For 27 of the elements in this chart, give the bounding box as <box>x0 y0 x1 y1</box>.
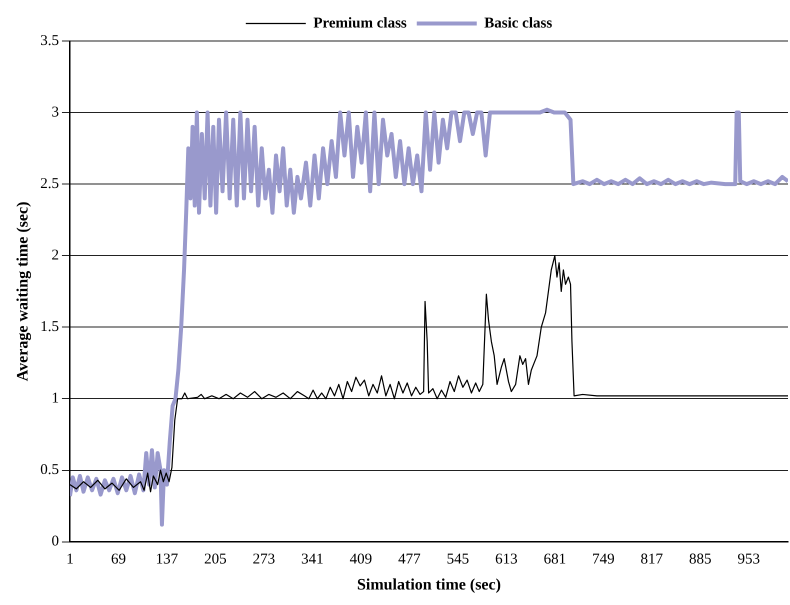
x-tick-label: 953 <box>738 552 760 568</box>
x-tick-label: 477 <box>398 552 422 568</box>
y-tick-label: 1 <box>51 390 59 407</box>
y-axis-title: Average waiting time (sec) <box>14 202 32 382</box>
x-tick-label: 1 <box>66 552 74 568</box>
x-tick-label: 749 <box>592 552 615 568</box>
y-tick-label: 3.5 <box>40 32 59 49</box>
legend-label: Premium class <box>313 15 407 32</box>
y-tick-label: 2 <box>51 248 59 264</box>
y-tick-label: 2.5 <box>40 176 59 192</box>
y-tick-label: 0.5 <box>40 462 59 478</box>
x-tick-label: 69 <box>110 552 126 568</box>
x-tick-label: 817 <box>640 552 664 568</box>
x-tick-label: 885 <box>689 552 712 568</box>
x-tick-label: 205 <box>204 552 227 568</box>
y-tick-label: 0 <box>51 534 59 550</box>
y-tick-label: 1.5 <box>40 319 59 336</box>
y-tick-label: 3 <box>51 104 59 120</box>
x-tick-label: 613 <box>495 552 518 568</box>
x-tick-label: 137 <box>156 552 179 568</box>
x-tick-label: 545 <box>446 552 470 568</box>
x-tick-label: 273 <box>252 552 276 568</box>
legend-label: Basic class <box>484 15 552 32</box>
x-tick-label: 341 <box>301 552 324 568</box>
x-tick-label: 681 <box>544 552 566 568</box>
x-tick-label: 409 <box>350 552 372 568</box>
x-axis-title: Simulation time (sec) <box>356 576 501 594</box>
